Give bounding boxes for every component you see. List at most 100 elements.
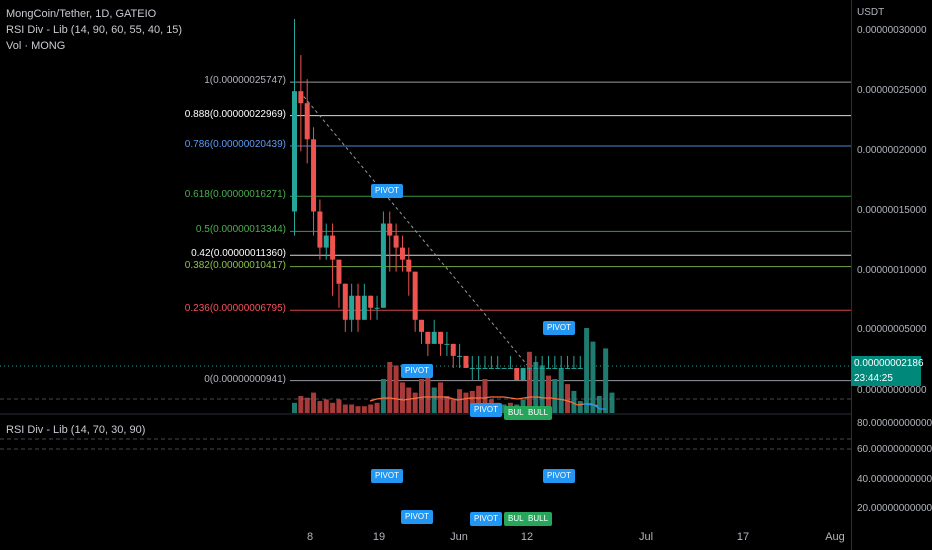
volume-bar xyxy=(412,392,418,413)
volume-bar xyxy=(380,379,386,413)
price-tick: 0.00000015000 xyxy=(857,205,927,216)
candle-body xyxy=(450,343,456,356)
volume-bar xyxy=(596,396,602,413)
volume-bar xyxy=(444,396,450,413)
volume-bar xyxy=(292,402,297,413)
volume-bar xyxy=(374,402,380,413)
candle-body xyxy=(330,235,336,260)
volume-bar xyxy=(469,390,475,413)
volume-legend[interactable]: Vol · MONG xyxy=(6,40,66,52)
candle-body xyxy=(349,295,355,320)
volume-bar xyxy=(609,392,615,413)
volume-bar xyxy=(393,365,399,413)
candle-body xyxy=(546,367,551,369)
price-axis[interactable] xyxy=(851,0,932,550)
volume-bar xyxy=(482,379,488,413)
volume-bar xyxy=(577,401,583,413)
date-tick: 17 xyxy=(736,531,750,543)
pivot-badge: PIVOT xyxy=(543,469,576,483)
volume-bar xyxy=(419,379,424,413)
fib-label: 0.236(0.00000006795) xyxy=(184,303,286,315)
pivot-badge: PIVOT xyxy=(401,364,434,378)
volume-bar xyxy=(355,406,361,413)
candle-body xyxy=(571,367,577,369)
volume-bar xyxy=(349,404,355,413)
volume-bar xyxy=(603,348,609,413)
candle-body xyxy=(298,91,304,104)
candle-body xyxy=(495,367,501,369)
candle-body xyxy=(565,367,571,369)
candle-body xyxy=(374,307,380,309)
candle-body xyxy=(336,259,342,284)
volume-bar xyxy=(571,390,577,413)
volume-bar xyxy=(323,399,329,413)
volume-bar xyxy=(546,375,551,413)
volume-bar xyxy=(336,399,342,413)
symbol-title[interactable]: MongCoin/Tether, 1D, GATEIO xyxy=(6,8,157,20)
bull-badge: BULL xyxy=(524,512,553,526)
date-tick: 19 xyxy=(372,531,386,543)
pivot-badge: PIVOT xyxy=(371,184,404,198)
rsi-tick: 20.000000000000 xyxy=(857,503,932,514)
volume-bar xyxy=(539,365,545,413)
candle-body xyxy=(501,367,507,369)
volume-bar xyxy=(590,341,596,413)
volume-bar xyxy=(526,351,532,413)
candle-body xyxy=(419,319,424,332)
price-tick: 0.00000000000 xyxy=(857,385,927,396)
candle-body xyxy=(463,355,469,368)
volume-bar xyxy=(330,402,336,413)
trendline xyxy=(299,91,539,379)
price-tick: 0.00000020000 xyxy=(857,145,927,156)
candle-body xyxy=(533,367,539,369)
price-tick: 0.00000010000 xyxy=(857,265,927,276)
fib-label: 0.382(0.00000010417) xyxy=(184,259,286,271)
volume-bar xyxy=(558,368,564,413)
candle-body xyxy=(552,367,558,369)
candle-body xyxy=(425,331,431,344)
rsi-tick: 80.000000000000 xyxy=(857,418,932,429)
volume-bar xyxy=(431,387,437,413)
rsi-tick: 60.000000000000 xyxy=(857,444,932,455)
candle-body xyxy=(323,235,329,248)
rsi-line-tail xyxy=(583,403,606,410)
volume-bar xyxy=(399,382,405,413)
price-tick: 0.00000025000 xyxy=(857,85,927,96)
candle-body xyxy=(577,367,583,369)
rsi-legend[interactable]: RSI Div - Lib (14, 70, 30, 90) xyxy=(6,424,146,436)
candle-body xyxy=(368,295,374,308)
candle-body xyxy=(355,295,361,320)
candle-body xyxy=(292,91,297,212)
rsi-tick: 40.000000000000 xyxy=(857,474,932,485)
candle-body xyxy=(514,367,520,380)
candle-body xyxy=(558,367,564,369)
volume-bar xyxy=(438,382,444,413)
fib-label: 1(0.00000025747) xyxy=(204,75,286,87)
volume-bar xyxy=(584,328,590,413)
price-tick: 0.00000030000 xyxy=(857,25,927,36)
candle-body xyxy=(457,355,463,357)
volume-bar xyxy=(457,389,463,413)
volume-bar xyxy=(342,404,348,413)
fib-label: 0.618(0.00000016271) xyxy=(184,189,286,201)
volume-bar xyxy=(311,392,317,413)
pivot-badge: PIVOT xyxy=(543,321,576,335)
bar-countdown: 23:44:25 xyxy=(854,373,893,384)
price-tick: 0.00000005000 xyxy=(857,324,927,335)
pivot-badge: PIVOT xyxy=(470,403,503,417)
candle-body xyxy=(444,343,450,345)
candle-body xyxy=(406,259,412,272)
candle-body xyxy=(317,211,323,248)
candle-body xyxy=(476,367,482,369)
candle-body xyxy=(469,367,475,369)
bull-badge: BULL xyxy=(524,406,553,420)
volume-bar xyxy=(298,396,304,413)
candle-body xyxy=(431,331,437,344)
indicator-legend[interactable]: RSI Div - Lib (14, 90, 60, 55, 40, 15) xyxy=(6,24,183,36)
date-tick: 8 xyxy=(306,531,314,543)
candle-body xyxy=(387,223,393,236)
candle-body xyxy=(539,367,545,369)
volume-bar xyxy=(304,397,310,413)
date-tick: Aug xyxy=(825,531,845,543)
